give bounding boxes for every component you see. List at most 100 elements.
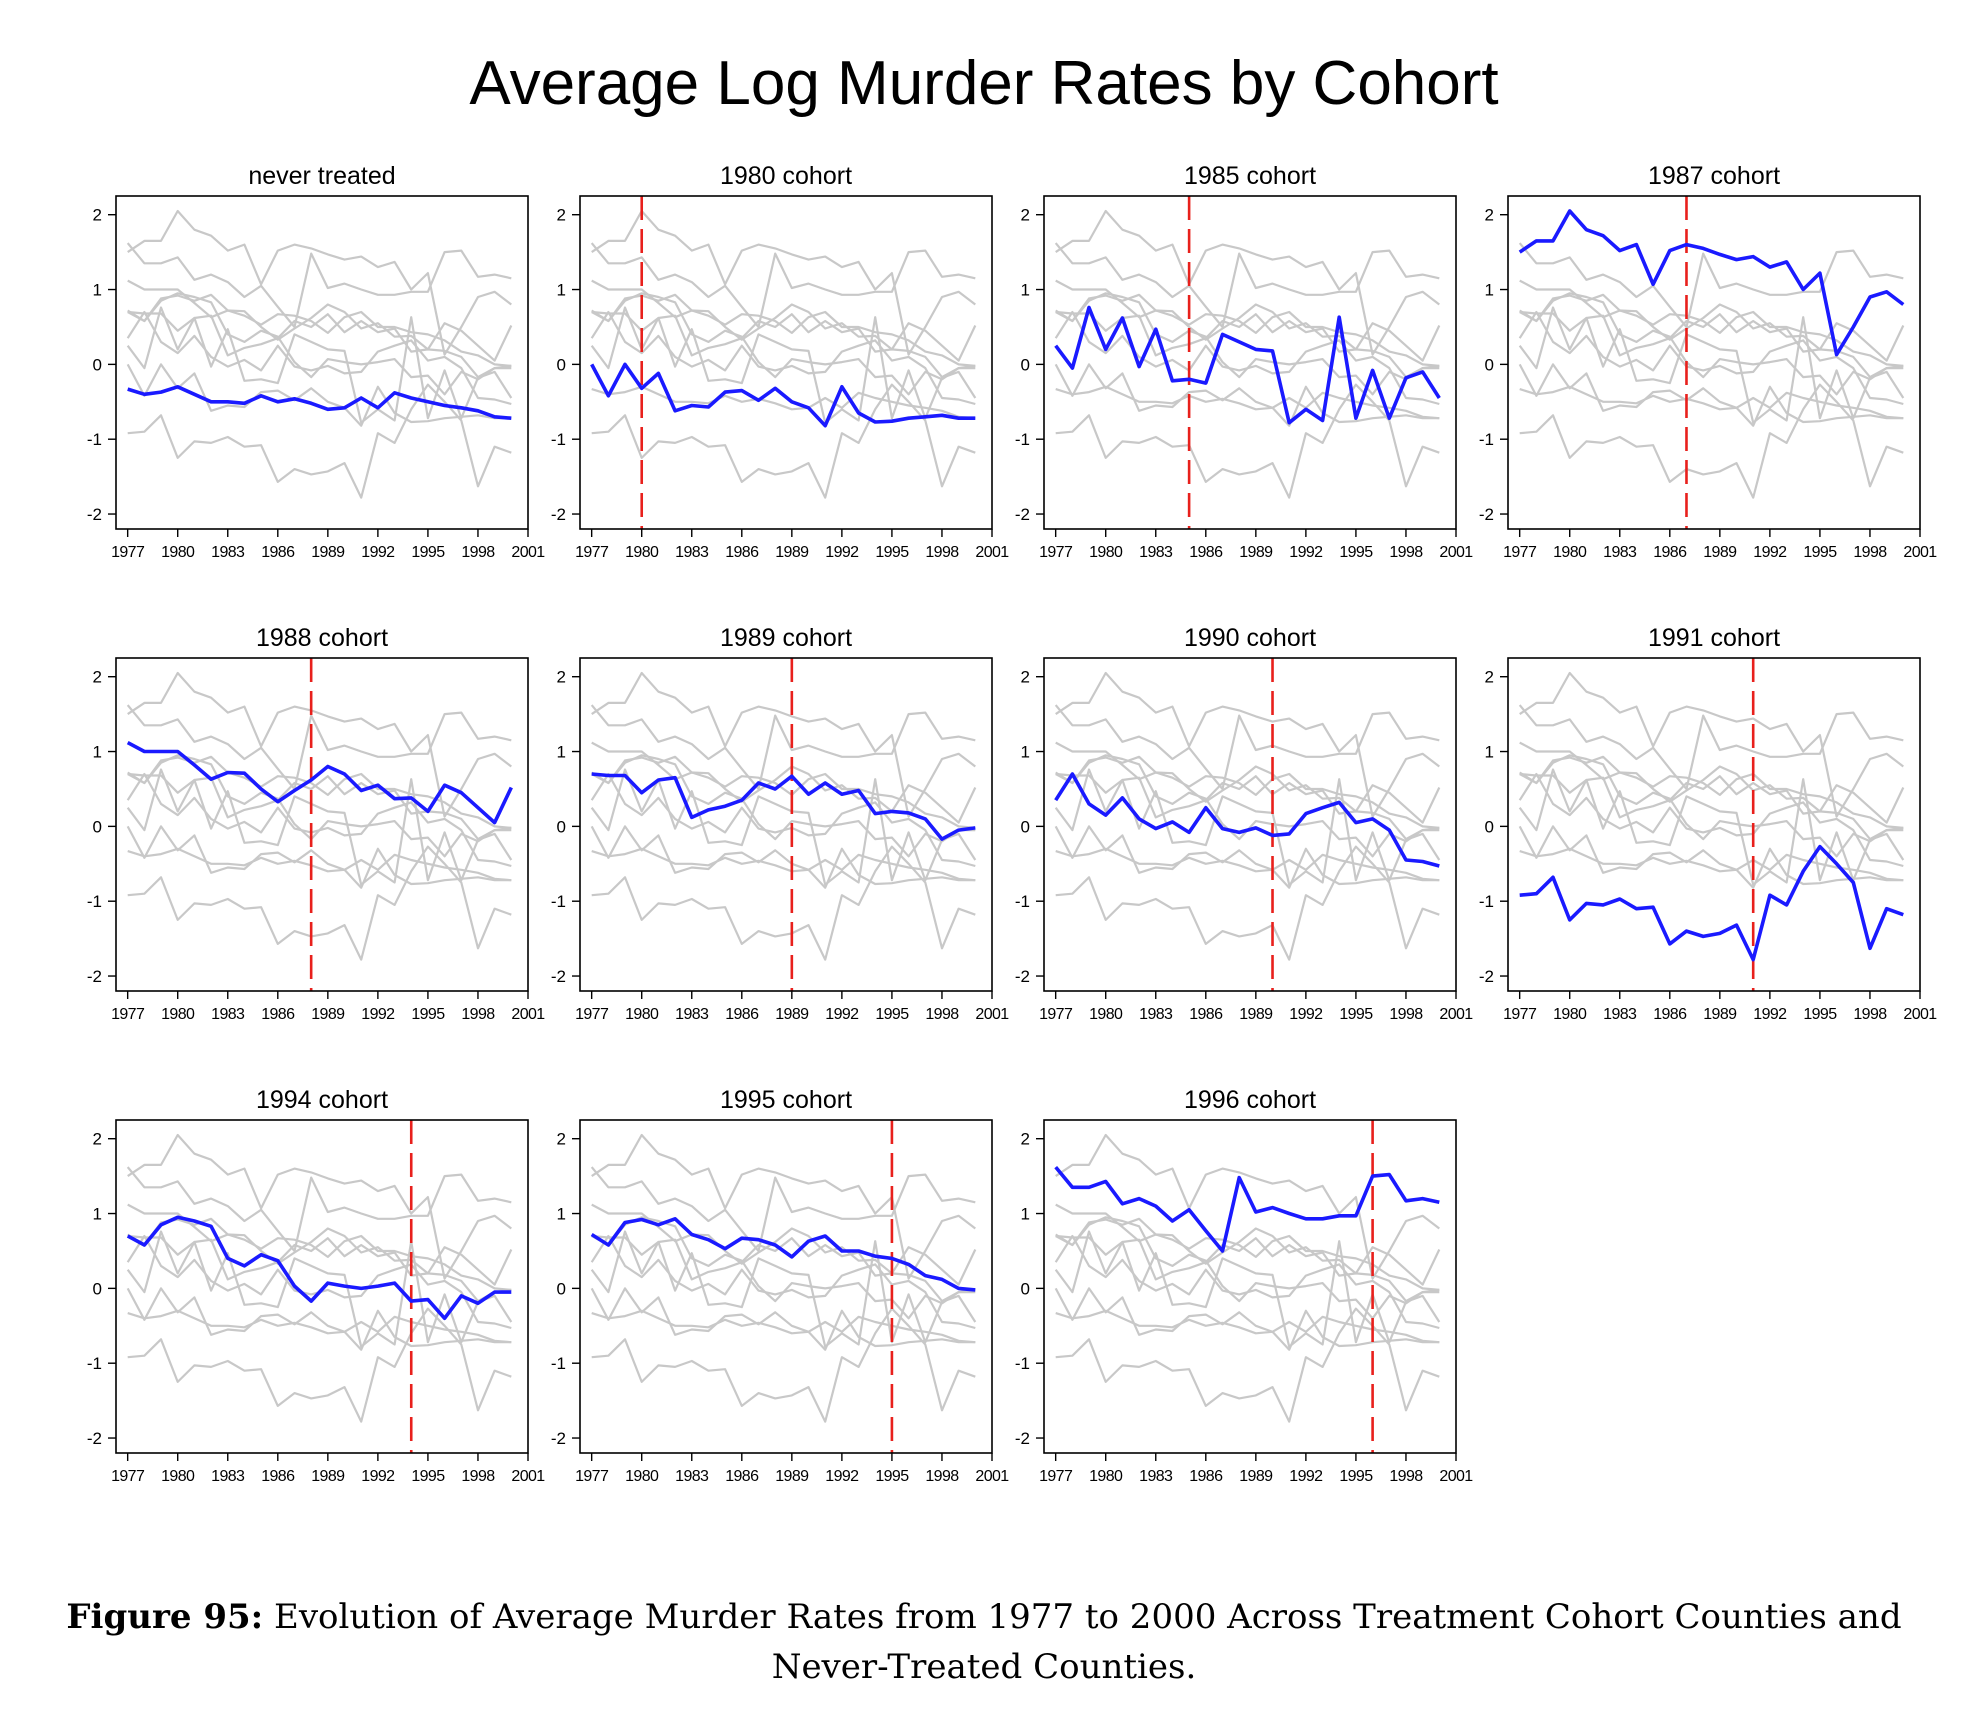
x-tick-label: 2001: [1439, 1006, 1473, 1023]
background-series-line: [1055, 383, 1440, 499]
y-tick-label: 2: [1021, 668, 1030, 687]
background-series-line: [591, 1216, 976, 1320]
y-tick-label: 2: [557, 1130, 566, 1149]
highlighted-series-line: [590, 1217, 976, 1292]
x-tick-label: 1989: [1239, 1468, 1273, 1485]
plot-frame: [115, 195, 529, 530]
background-series-line: [1519, 772, 1904, 841]
y-tick-label: 1: [557, 743, 566, 762]
y-tick-label: -1: [87, 1354, 102, 1373]
x-tick-label: 1998: [1389, 1468, 1423, 1485]
background-series-line: [1055, 845, 1440, 961]
x-tick-label: 1983: [1139, 1468, 1173, 1485]
x-tick-label: 1986: [1653, 1006, 1687, 1023]
chart-panel: never treated 2 1 0 -1 -2 1977 1980 1983 1986 1989…: [87, 162, 546, 561]
background-series-line: [1055, 772, 1440, 841]
x-tick-label: 1980: [1089, 544, 1123, 561]
background-series-line: [591, 310, 976, 379]
y-tick-label: 1: [93, 281, 102, 300]
x-tick-label: 1977: [1039, 1006, 1073, 1023]
y-tick-label: -2: [87, 505, 102, 524]
y-tick-label: 2: [93, 1130, 102, 1149]
background-series-line: [127, 292, 512, 396]
background-series-line: [127, 845, 512, 961]
x-tick-label: 1983: [675, 1006, 709, 1023]
x-tick-label: 1989: [311, 1006, 345, 1023]
x-tick-label: 1992: [1753, 1006, 1787, 1023]
background-series-line: [1518, 363, 1904, 427]
chart-panel: 1991 cohort 2 1 0 -1 -2 1977 1980 1983 1986 1989 19…: [1479, 624, 1938, 1023]
x-tick-label: 1998: [461, 544, 495, 561]
plot-frame: [115, 657, 529, 992]
panel-title: 1985 cohort: [1184, 162, 1316, 190]
y-tick-label: 2: [93, 668, 102, 687]
background-series-line: [126, 1287, 512, 1351]
x-tick-label: 1983: [1603, 1006, 1637, 1023]
x-tick-label: 2001: [511, 1468, 545, 1485]
background-series-line: [591, 209, 976, 356]
y-tick-label: 0: [1485, 355, 1494, 374]
y-tick-label: -2: [87, 967, 102, 986]
background-series-line: [591, 1234, 976, 1303]
x-tick-label: 1977: [111, 544, 145, 561]
x-tick-label: 1977: [1503, 544, 1537, 561]
background-series-line: [590, 825, 976, 889]
background-series-line: [126, 363, 512, 427]
chart-panel: 1995 cohort 2 1 0 -1 -2 1977 1980 1983 1986 1989 19…: [551, 1086, 1010, 1485]
background-series-line: [126, 1166, 512, 1253]
background-series-line: [127, 1234, 512, 1303]
x-tick-label: 1983: [675, 1468, 709, 1485]
background-series-line: [127, 1307, 512, 1423]
x-tick-label: 1989: [775, 1468, 809, 1485]
background-series-line: [126, 242, 512, 329]
x-tick-label: 1986: [1189, 1468, 1223, 1485]
background-series-line: [127, 310, 512, 379]
x-tick-label: 1980: [161, 1468, 195, 1485]
background-series-line: [591, 754, 976, 858]
highlighted-series-line: [1054, 772, 1440, 868]
x-tick-label: 1998: [1389, 544, 1423, 561]
y-tick-label: 0: [93, 1279, 102, 1298]
x-tick-label: 1998: [1389, 1006, 1423, 1023]
highlighted-series-line: [1518, 209, 1905, 357]
y-tick-label: -2: [1015, 967, 1030, 986]
y-tick-label: -2: [551, 1429, 566, 1448]
y-tick-label: 1: [1485, 281, 1494, 300]
plot-frame: [1507, 195, 1921, 530]
x-tick-label: 1977: [111, 1468, 145, 1485]
x-tick-label: 1992: [825, 544, 859, 561]
x-tick-label: 1983: [1139, 544, 1173, 561]
x-tick-label: 1992: [1289, 544, 1323, 561]
y-tick-label: 2: [557, 206, 566, 225]
highlighted-series-line: [127, 384, 512, 420]
x-tick-label: 1977: [1039, 544, 1073, 561]
y-tick-label: 1: [1485, 743, 1494, 762]
background-series-line: [591, 292, 976, 396]
y-tick-label: 0: [557, 1279, 566, 1298]
background-series-line: [1518, 825, 1904, 889]
y-tick-label: -1: [551, 1354, 566, 1373]
figure-caption: Figure 95: Evolution of Average Murder R…: [20, 1592, 1948, 1692]
background-series-line: [127, 754, 512, 858]
background-series-line: [1054, 768, 1441, 886]
background-series-line: [1519, 671, 1904, 818]
plot-frame: [1043, 1119, 1457, 1454]
background-series-line: [1055, 293, 1440, 367]
x-tick-label: 1995: [875, 1468, 909, 1485]
background-series-line: [590, 242, 976, 329]
background-series-line: [1054, 825, 1440, 889]
background-series-line: [1055, 755, 1440, 829]
x-tick-label: 1986: [261, 1006, 295, 1023]
background-series-line: [1054, 242, 1440, 329]
y-tick-label: 2: [557, 668, 566, 687]
y-tick-label: 2: [1485, 206, 1494, 225]
x-tick-label: 1989: [1703, 544, 1737, 561]
background-series-line: [127, 209, 512, 356]
background-series-line: [127, 772, 512, 841]
y-tick-label: -1: [551, 892, 566, 911]
y-tick-label: 1: [1021, 743, 1030, 762]
x-tick-label: 1980: [161, 544, 195, 561]
y-tick-label: 0: [1021, 817, 1030, 836]
x-tick-label: 1980: [1089, 1468, 1123, 1485]
chart-panel: 1994 cohort 2 1 0 -1 -2 1977 1980 1983 1986 1989 19…: [87, 1086, 546, 1485]
